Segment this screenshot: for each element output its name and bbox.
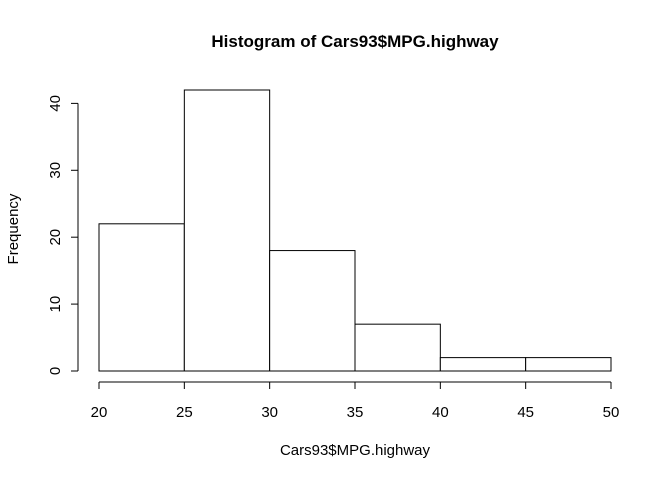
x-tick-label: 50 (603, 404, 620, 421)
histogram-bar (183, 89, 271, 372)
bars-group (98, 89, 612, 372)
y-axis-label: Frequency (5, 193, 22, 264)
y-tick-label: 0 (47, 367, 64, 375)
x-tick-label: 35 (347, 404, 364, 421)
histogram-bar (525, 357, 612, 372)
y-tick-label: 40 (47, 95, 64, 112)
histogram-bar (439, 357, 527, 372)
x-axis-label: Cars93$MPG.highway (280, 442, 431, 459)
x-tick-label: 25 (176, 404, 193, 421)
y-tick-label: 10 (47, 296, 64, 313)
x-axis: 20 25 30 35 40 45 50 (91, 381, 620, 421)
y-tick-label: 30 (47, 162, 64, 179)
x-tick-label: 20 (91, 404, 108, 421)
histogram-bar (354, 323, 441, 372)
histogram-bar (98, 223, 185, 372)
histogram-bar (269, 250, 356, 372)
x-tick-label: 40 (432, 404, 449, 421)
x-tick-label: 45 (517, 404, 534, 421)
x-tick-label: 30 (261, 404, 278, 421)
chart-title: Histogram of Cars93$MPG.highway (211, 32, 499, 51)
y-tick-label: 20 (47, 229, 64, 246)
y-axis: 0 10 20 30 40 (47, 95, 79, 375)
